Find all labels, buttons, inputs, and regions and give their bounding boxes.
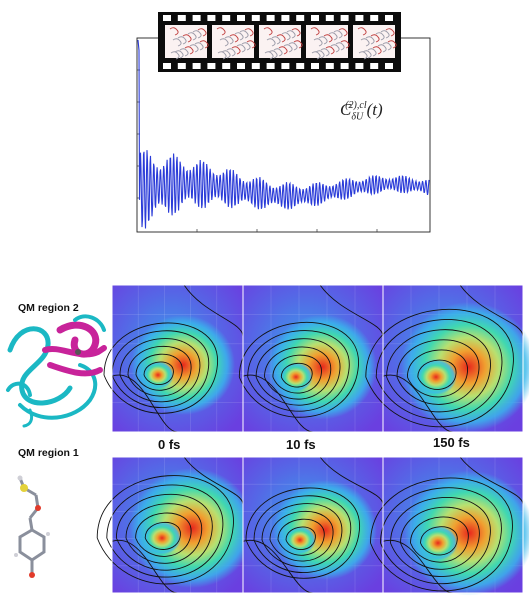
contour-line <box>272 354 322 394</box>
contour-line <box>135 353 183 391</box>
contour-line <box>380 487 502 585</box>
contour-line <box>280 362 313 388</box>
film-hole <box>370 63 379 69</box>
contour-line <box>238 321 359 418</box>
contour-line <box>106 484 224 578</box>
film-frame-protein-icon <box>212 25 256 60</box>
film-hole <box>266 15 275 21</box>
film-hole <box>207 63 216 69</box>
contour-line <box>277 518 325 556</box>
film-hole <box>266 63 275 69</box>
region-1-label: QM region 1 <box>18 447 79 459</box>
contour-line <box>370 477 513 592</box>
film-hole <box>311 63 319 69</box>
contour-line <box>261 503 343 568</box>
contour-line <box>417 359 457 390</box>
film-hole <box>340 63 349 69</box>
film-hole <box>207 15 216 21</box>
protein-ribbon-icon <box>6 314 107 428</box>
region-2-label: QM region 2 <box>18 302 79 314</box>
film-hole <box>385 63 393 69</box>
label-arg: (t) <box>366 100 383 119</box>
contour-line <box>410 516 469 563</box>
time-label-0: 0 fs <box>158 437 181 452</box>
film-hole <box>237 15 245 21</box>
film-hole <box>251 15 260 21</box>
film-hole <box>177 15 186 21</box>
film-hole <box>222 15 231 21</box>
contour-line <box>269 511 334 562</box>
correlation-label: CδU(2),cl(t) <box>340 100 383 122</box>
heatmap-panel <box>365 284 529 433</box>
film-hole <box>311 15 319 21</box>
heatmap-grid <box>96 284 529 596</box>
contour-line <box>420 526 458 556</box>
heatmap-panel <box>96 456 255 594</box>
contour-line <box>255 338 341 406</box>
contour-line <box>111 330 210 408</box>
contour-line <box>135 512 192 557</box>
contour-line <box>406 349 468 398</box>
contour-line <box>375 319 503 420</box>
film-hole <box>325 15 334 21</box>
contour-line <box>247 330 350 412</box>
film-hole <box>192 15 201 21</box>
contour-line <box>143 361 174 385</box>
heatmap-panel <box>103 284 244 433</box>
film-hole <box>370 15 379 21</box>
film-strip <box>158 12 401 72</box>
film-hole <box>163 15 171 21</box>
film-hole <box>340 15 349 21</box>
contour-line <box>365 309 514 428</box>
correlation-line <box>137 39 430 229</box>
contour-line <box>253 495 352 573</box>
film-hole <box>281 15 290 21</box>
contour-line <box>103 322 218 414</box>
time-label-150: 150 fs <box>433 435 470 450</box>
plot-ticks <box>137 69 378 232</box>
molecule-icon <box>14 475 50 578</box>
film-hole <box>325 63 334 69</box>
film-hole <box>281 63 290 69</box>
heatmap-panel <box>370 456 529 596</box>
film-hole <box>355 15 364 21</box>
film-hole <box>296 15 305 21</box>
contour-line <box>245 487 360 579</box>
label-sub: δU <box>351 111 364 123</box>
film-hole <box>237 63 245 69</box>
film-hole <box>251 63 260 69</box>
contour-line <box>125 503 203 564</box>
heatmap-panel <box>238 284 384 433</box>
film-frame-protein-icon <box>165 25 209 60</box>
heatmap-panel <box>242 456 384 594</box>
film-frame-protein-icon <box>259 25 303 60</box>
contour-line <box>144 521 181 550</box>
film-hole <box>355 63 364 69</box>
contour-line <box>264 346 332 400</box>
contour-line <box>396 339 480 405</box>
contour-line <box>119 338 201 403</box>
contour-line <box>96 475 234 585</box>
label-sup: (2),cl <box>345 100 367 112</box>
contour-line <box>115 493 213 571</box>
contour-line <box>386 329 491 413</box>
film-hole <box>177 63 186 69</box>
film-hole <box>163 63 171 69</box>
film-hole <box>385 15 393 21</box>
contour-line <box>390 497 491 577</box>
film-hole <box>296 63 305 69</box>
film-frame-protein-icon <box>353 25 397 60</box>
time-label-10: 10 fs <box>286 437 316 452</box>
label-symbol: C <box>340 100 352 119</box>
contour-line <box>285 526 316 550</box>
contour-line <box>127 346 192 397</box>
film-hole <box>192 63 201 69</box>
film-frame-protein-icon <box>306 25 350 60</box>
film-hole <box>222 63 231 69</box>
